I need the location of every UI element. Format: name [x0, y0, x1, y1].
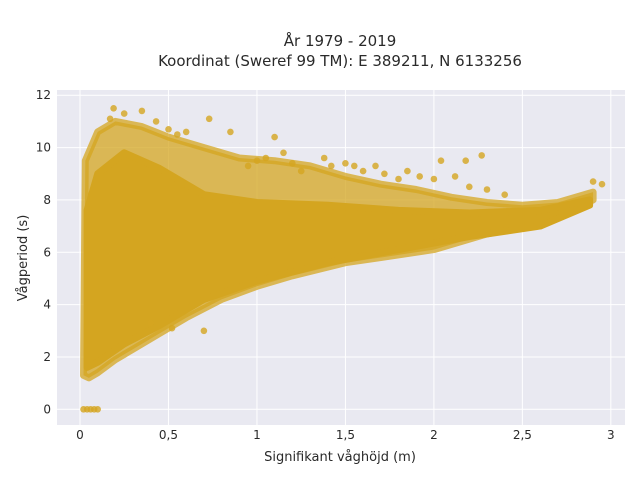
x-tick-label: 0 — [76, 428, 84, 442]
y-tick-label: 8 — [43, 193, 51, 207]
scatter-point — [359, 167, 367, 175]
scatter-point — [253, 157, 261, 164]
y-axis-title: Vågperiod (s) — [16, 215, 31, 302]
scatter-point — [478, 152, 486, 159]
y-tick-label: 12 — [36, 88, 51, 102]
point-cloud-core — [83, 149, 594, 371]
scatter-point — [200, 327, 208, 335]
scatter-point — [430, 175, 438, 183]
scatter-point — [174, 131, 181, 138]
scatter-point — [342, 160, 349, 167]
scatter-point — [395, 175, 402, 183]
scatter-point — [262, 154, 270, 162]
zero-point — [94, 406, 101, 413]
chart-title-line-2: Koordinat (Sweref 99 TM): E 389211, N 61… — [158, 52, 522, 70]
scatter-point — [147, 319, 155, 327]
x-tick-label: 1,5 — [336, 428, 355, 442]
scatter-point — [297, 167, 305, 175]
scatter-point — [501, 191, 509, 198]
scatter-point — [271, 133, 278, 141]
y-tick-label: 4 — [43, 298, 51, 312]
scatter-point — [106, 115, 114, 123]
scatter-point — [182, 128, 190, 136]
y-tick-label: 0 — [43, 402, 51, 416]
scatter-point — [416, 173, 424, 180]
scatter-point — [120, 110, 128, 117]
scatter-point — [466, 183, 473, 191]
scatter-point — [280, 149, 287, 157]
data-points — [80, 105, 606, 413]
x-tick-label: 2,5 — [513, 428, 532, 442]
x-axis-title: Signifikant våghöjd (m) — [264, 450, 416, 465]
scatter-point — [110, 105, 117, 112]
scatter-point — [328, 162, 335, 170]
chart-title-line-1: År 1979 - 2019 — [284, 31, 397, 50]
axis-ticks: 0 0,5 1 1,5 2 2,5 3 0 2 4 6 8 10 12 — [36, 88, 615, 442]
x-tick-label: 1 — [253, 428, 261, 442]
scatter-point — [451, 173, 459, 180]
scatter-point — [404, 167, 411, 175]
scatter-point — [227, 128, 234, 136]
scatter-point — [589, 178, 597, 185]
scatter-point — [351, 162, 358, 170]
y-tick-label: 2 — [43, 350, 51, 364]
x-tick-label: 3 — [607, 428, 615, 442]
scatter-point — [168, 324, 176, 332]
scatter-point — [372, 162, 379, 170]
scatter-point — [381, 170, 388, 178]
scatter-point — [165, 126, 172, 133]
scatter-point — [483, 186, 491, 193]
scatter-point — [289, 160, 296, 167]
scatter-point — [437, 157, 445, 164]
scatter-point — [152, 118, 160, 125]
scatter-point — [244, 162, 252, 170]
scatter-point — [320, 154, 328, 162]
y-tick-label: 10 — [36, 141, 51, 155]
scatter-point — [462, 157, 470, 164]
scatter-point — [138, 107, 146, 115]
x-tick-label: 0,5 — [159, 428, 178, 442]
x-tick-label: 2 — [430, 428, 438, 442]
scatter-point — [598, 180, 606, 188]
y-tick-label: 6 — [43, 245, 51, 259]
scatter-point — [205, 115, 213, 123]
